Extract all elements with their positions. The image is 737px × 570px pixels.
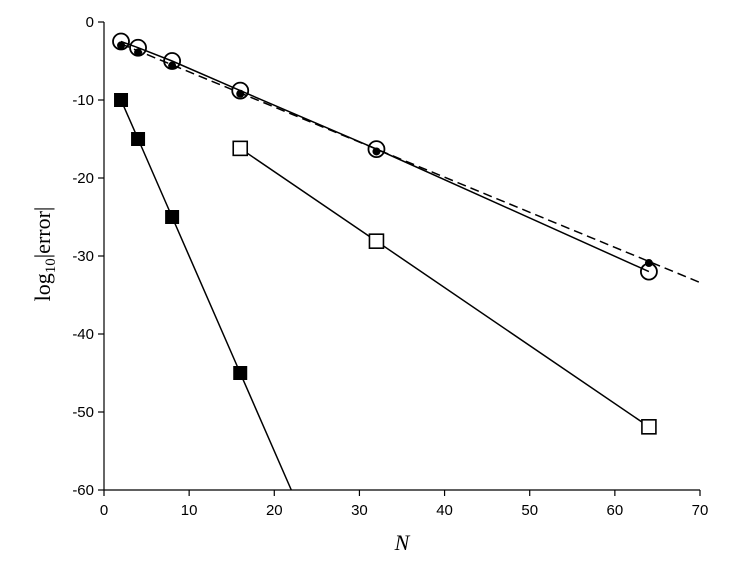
y-tick-label: -30	[72, 248, 94, 265]
filled-square-marker	[114, 93, 129, 107]
y-axis-label-subscript: 10	[43, 258, 59, 273]
y-axis-label-main: log	[30, 273, 55, 301]
filled-square-marker	[233, 366, 248, 380]
open-square-marker	[232, 140, 249, 157]
x-tick-label: 60	[607, 502, 624, 519]
y-tick-label: -40	[72, 326, 94, 343]
series-lines	[120, 40, 701, 491]
x-axis-label: N	[394, 530, 411, 555]
filled-dot-marker	[372, 147, 381, 156]
open-circle-marker	[367, 140, 386, 159]
y-ticks: 0 -10 -20 -30 -40 -50 -60	[72, 14, 104, 499]
y-tick-label: 0	[86, 14, 94, 31]
open-circle-marker	[231, 81, 250, 100]
open-square-marker	[368, 233, 385, 249]
filled-dot-marker	[236, 89, 245, 98]
filled-square-marker	[131, 132, 146, 146]
series-markers	[112, 32, 658, 435]
y-tick-label: -50	[72, 404, 94, 421]
x-tick-label: 10	[181, 502, 198, 519]
plot-area: 0 10 20 30 40 50 60 70 0 -10 -20 -30 -40 -50 -60	[72, 14, 708, 519]
filled-dot-marker	[644, 259, 653, 268]
series-line-open-circle	[120, 40, 650, 273]
y-tick-label: -60	[72, 482, 94, 499]
x-tick-label: 0	[100, 502, 108, 519]
dashed-fit-line	[120, 43, 701, 284]
open-circle-marker	[112, 32, 130, 51]
filled-dot-marker	[117, 41, 126, 50]
svg-text:log10|error|: log10|error|	[30, 207, 59, 302]
x-tick-label: 30	[351, 502, 368, 519]
y-axis-label: log10|error|	[30, 207, 59, 302]
y-axis-label-rest: |error|	[30, 207, 55, 259]
filled-dot-marker	[134, 48, 143, 57]
filled-dot-marker	[168, 61, 177, 70]
y-tick-label: -10	[72, 92, 94, 109]
x-tick-label: 70	[692, 502, 709, 519]
series-line-open-square	[239, 147, 650, 428]
series-line-filled-square	[120, 99, 292, 491]
y-tick-label: -20	[72, 170, 94, 187]
x-tick-label: 40	[436, 502, 453, 519]
x-tick-label: 20	[266, 502, 283, 519]
x-tick-label: 50	[521, 502, 538, 519]
x-ticks: 0 10 20 30 40 50 60 70	[100, 490, 709, 519]
filled-square-marker	[165, 210, 180, 224]
open-square-marker	[641, 419, 657, 435]
